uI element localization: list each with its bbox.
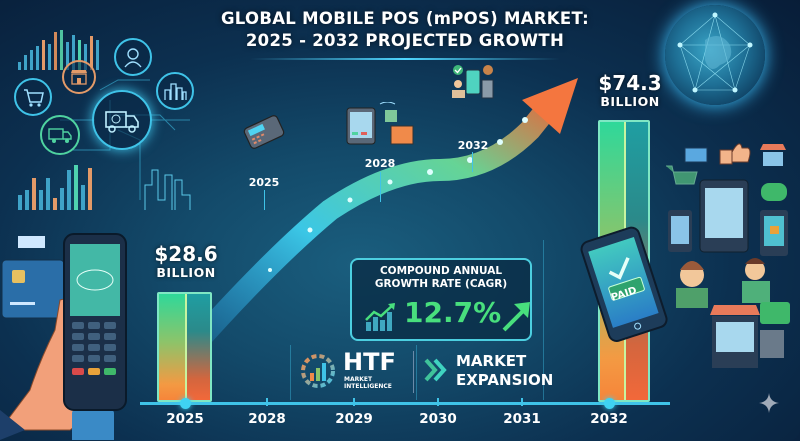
end-unit: BILLION	[600, 94, 660, 109]
title-line-1: GLOBAL MOBILE POS (mPOS) MARKET:	[220, 9, 590, 28]
network-globe-icon	[665, 5, 765, 105]
commerce-icons-cluster	[666, 143, 790, 368]
axis-tick-2030	[437, 398, 439, 406]
axis-marker-2032	[604, 398, 615, 409]
merchant-pos-icon	[448, 64, 498, 104]
shopping-cart-icon	[14, 78, 52, 116]
title-line-2: 2025 - 2032 PROJECTED GROWTH	[245, 31, 565, 50]
worker-icon	[114, 38, 152, 76]
tablet-pos-icon	[345, 101, 415, 148]
paid-phone-icon: PAID	[578, 222, 673, 347]
growth-arrow-icon	[179, 78, 578, 360]
brand-divider	[413, 351, 414, 393]
milestone-2032-label: 2032	[457, 139, 489, 152]
brand-subtitle: MARKET INTELLIGENCE	[344, 376, 392, 390]
x-label-2031: 2031	[503, 411, 541, 427]
grid-line	[416, 345, 417, 400]
storefront-icon	[62, 60, 96, 94]
start-value-label: $28.6 BILLION	[146, 243, 226, 280]
axis-marker-2025	[180, 398, 191, 409]
x-axis	[140, 402, 670, 405]
grid-line	[290, 345, 291, 400]
brand-sub-1: MARKET	[344, 376, 373, 383]
cagr-label-line-1: COMPOUND ANNUAL	[379, 265, 503, 277]
brand-sub-2: INTELLIGENCE	[344, 383, 392, 390]
bar-2025	[157, 292, 212, 402]
axis-tick-2029	[353, 398, 355, 406]
cagr-panel: COMPOUND ANNUAL GROWTH RATE (CAGR) 12.7%	[350, 258, 532, 341]
end-value-label: $74.3 BILLION	[590, 72, 670, 109]
delivery-truck-icon	[40, 115, 80, 155]
start-unit: BILLION	[156, 265, 216, 280]
tagline-line-2: EXPANSION	[456, 371, 554, 389]
card-terminal-icon	[240, 115, 288, 149]
milestone-2025-label: 2025	[248, 176, 280, 189]
page-title: GLOBAL MOBILE POS (mPOS) MARKET: 2025 - …	[190, 8, 620, 52]
cagr-label: COMPOUND ANNUAL GROWTH RATE (CAGR)	[352, 265, 530, 291]
arrow-up-right-icon	[502, 302, 530, 332]
milestone-2025-connector	[264, 190, 265, 210]
connector-line	[472, 152, 473, 172]
city-buildings-icon	[156, 72, 194, 110]
x-label-2029: 2029	[335, 411, 373, 427]
tagline-line-1: MARKET	[456, 352, 527, 370]
hand-payment-terminal-icon	[0, 230, 140, 441]
network-graphic-icon	[18, 30, 191, 210]
cagr-label-line-2: GROWTH RATE (CAGR)	[374, 278, 508, 290]
axis-tick-2028	[266, 398, 268, 406]
end-value: $74.3	[598, 71, 662, 95]
bar-chart-up-icon	[365, 303, 395, 331]
x-label-2028: 2028	[248, 411, 286, 427]
x-label-2025: 2025	[166, 411, 204, 427]
sparkle-icon	[759, 393, 779, 413]
double-chevron-right-icon	[424, 358, 447, 382]
title-divider	[250, 58, 560, 60]
connector-line	[380, 172, 381, 202]
milestone-2028-label: 2028	[364, 157, 396, 170]
grid-line	[543, 240, 544, 400]
cagr-value: 12.7%	[404, 296, 502, 329]
brand-name: HTF	[343, 348, 396, 376]
axis-tick-2031	[521, 398, 523, 406]
x-label-2032: 2032	[590, 411, 628, 427]
start-value: $28.6	[154, 242, 218, 266]
gear-chart-logo-icon	[301, 354, 335, 388]
delivery-truck-globe-icon	[92, 90, 152, 150]
market-expansion-label: MARKET EXPANSION	[456, 352, 553, 390]
x-label-2030: 2030	[419, 411, 457, 427]
brand-block: HTF MARKET INTELLIGENCE MARKET EXPANSION	[293, 343, 573, 399]
